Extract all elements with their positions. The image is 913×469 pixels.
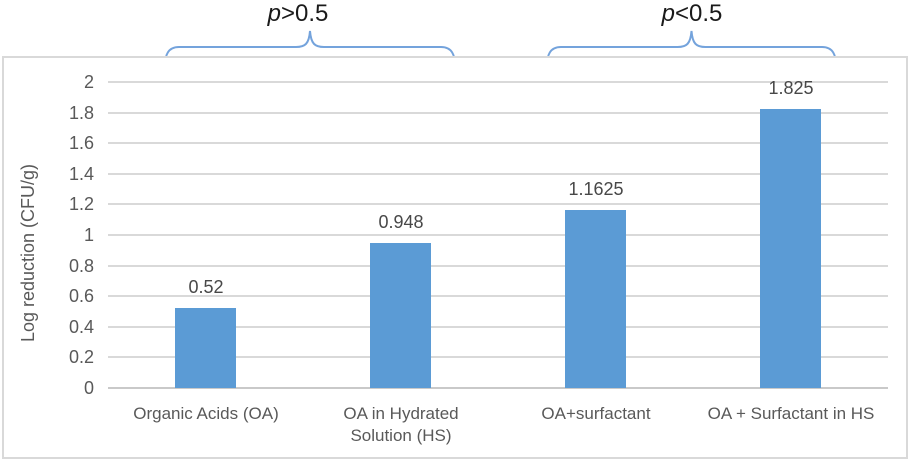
y-tick-label: 0.2 bbox=[68, 347, 94, 368]
y-tick-label: 1.4 bbox=[68, 163, 94, 184]
bar-value-label: 0.52 bbox=[188, 277, 224, 297]
y-tick-label: 1 bbox=[83, 225, 94, 245]
bar bbox=[760, 109, 821, 388]
y-tick-label: 0.6 bbox=[68, 286, 94, 307]
p-italic: p bbox=[661, 0, 675, 27]
y-tick-label: 0.8 bbox=[68, 255, 94, 276]
significance-label-right: p<0.5 bbox=[612, 0, 772, 28]
significance-label-left: p>0.5 bbox=[218, 0, 378, 28]
chart-border bbox=[2, 56, 908, 459]
category-label: OA in Hydrated Solution (HS) bbox=[343, 404, 459, 445]
category-label: OA+surfactant bbox=[541, 404, 651, 423]
bracket-right-icon bbox=[546, 30, 837, 67]
bar bbox=[175, 308, 236, 388]
bar-value-label: 1.825 bbox=[768, 78, 814, 98]
category-label: Organic Acids (OA) bbox=[133, 404, 279, 423]
bar-value-label: 0.948 bbox=[378, 212, 424, 232]
y-tick-label: 1.6 bbox=[68, 133, 94, 154]
bar-value-label: 1.1625 bbox=[568, 179, 624, 199]
gridline bbox=[108, 142, 888, 145]
y-tick-label: 1.2 bbox=[68, 194, 94, 215]
y-tick-label: 0.4 bbox=[68, 316, 94, 337]
p-value-text: <0.5 bbox=[674, 0, 723, 27]
gridline bbox=[108, 387, 888, 389]
bracket-left-icon bbox=[164, 30, 456, 67]
gridline bbox=[108, 111, 888, 114]
y-tick-label: 1.8 bbox=[68, 102, 94, 123]
p-value-text: >0.5 bbox=[280, 0, 329, 27]
gridline bbox=[108, 234, 888, 236]
y-tick-label: 2 bbox=[83, 72, 94, 92]
y-tick-label: 0 bbox=[83, 378, 94, 398]
gridline bbox=[108, 81, 888, 83]
gridline bbox=[108, 264, 888, 267]
p-italic: p bbox=[267, 0, 281, 27]
gridline bbox=[108, 325, 888, 328]
gridline bbox=[108, 356, 888, 359]
bar bbox=[370, 243, 431, 388]
bar bbox=[565, 210, 626, 388]
gridline bbox=[108, 172, 888, 175]
gridline bbox=[108, 203, 888, 206]
gridline bbox=[108, 295, 888, 298]
category-label: OA + Surfactant in HS bbox=[707, 404, 875, 423]
